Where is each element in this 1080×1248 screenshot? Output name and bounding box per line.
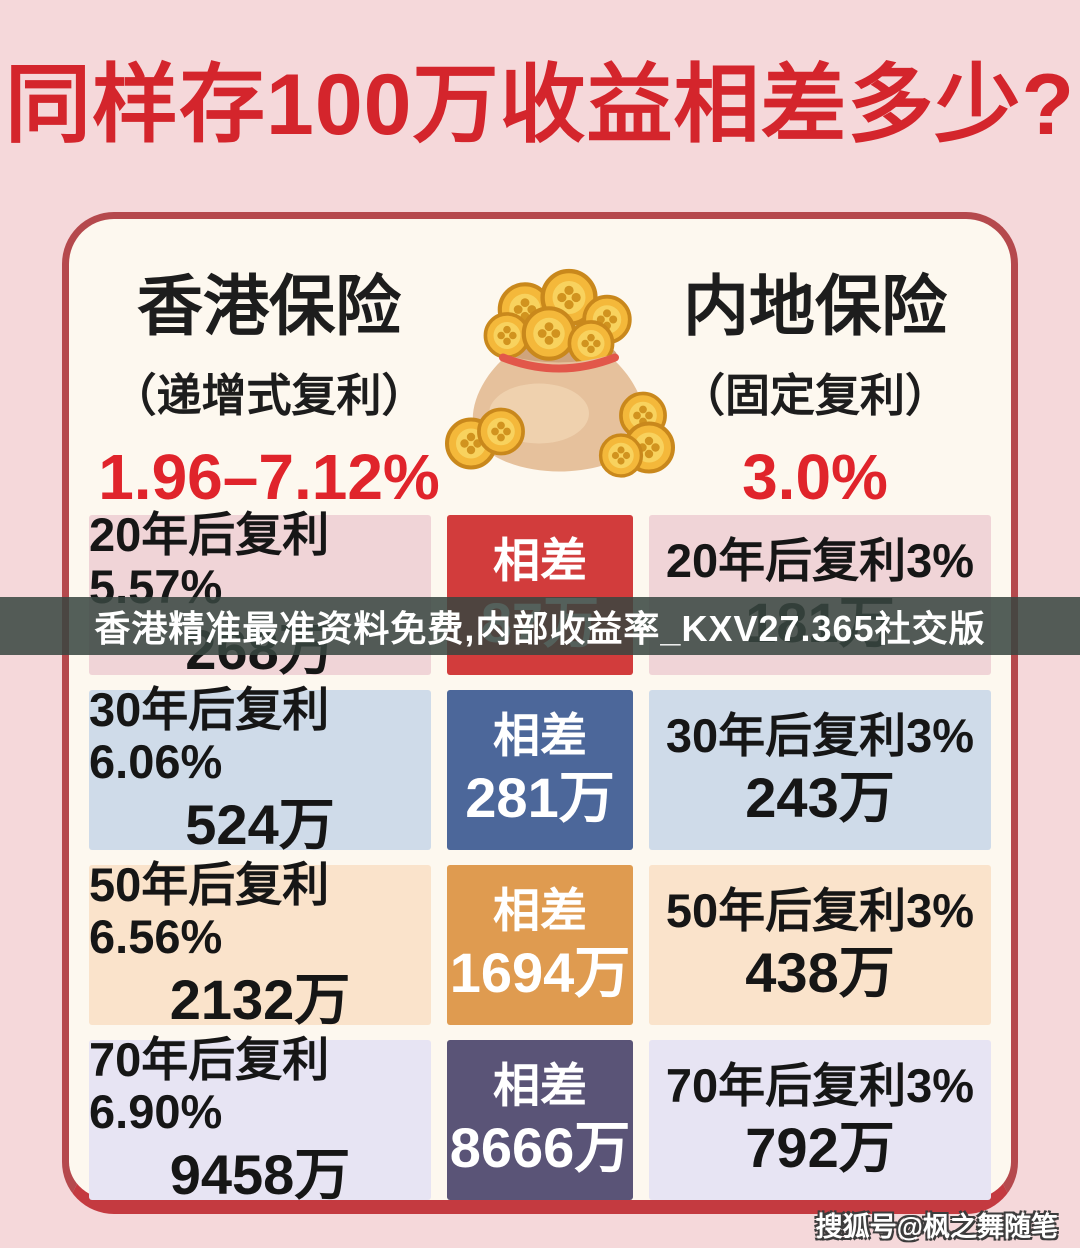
page-title: 同样存100万收益相差多少?: [4, 57, 1076, 153]
mainland-result-value: 792万: [745, 1116, 895, 1180]
difference-value: 281万: [465, 766, 615, 830]
hk-insurance-name: 香港保险: [137, 269, 401, 343]
comparison-card: 香港保险 （递增式复利） 1.96–7.12% 内地保险 （固定复利） 3.0%: [62, 212, 1018, 1214]
overlay-spam-banner-text: 香港精准最准资料免费,内部收益率_KXV27.365社交版: [94, 608, 986, 649]
mainland-insurance-type: （固定复利）: [679, 370, 950, 421]
hk-result-label: 70年后复利6.90%: [89, 1032, 330, 1139]
hk-result-box: 70年后复利6.90% 9458万: [89, 1033, 431, 1205]
difference-box: 相差 1694万: [447, 865, 633, 1025]
comparison-row-70y: 70年后复利6.90% 9458万 相差 8666万 70年后复利3% 792万: [89, 1033, 991, 1205]
hk-insurance-header: 香港保险 （递增式复利） 1.96–7.12%: [79, 253, 459, 514]
difference-box: 相差 281万: [447, 690, 633, 850]
mainland-result-label: 20年后复利3%: [665, 533, 975, 587]
comparison-row-30y: 30年后复利6.06% 524万 相差 281万 30年后复利3% 243万: [89, 683, 991, 855]
mainland-result-box: 30年后复利3% 243万: [649, 690, 991, 850]
watermark: 搜狐号@枫之舞随笔: [815, 1212, 1058, 1242]
hk-result-box: 50年后复利6.56% 2132万: [89, 858, 431, 1030]
overlay-spam-banner: 香港精准最准资料免费,内部收益率_KXV27.365社交版: [0, 597, 1080, 655]
hk-result-value: 2132万: [169, 967, 351, 1031]
hk-result-box: 30年后复利6.06% 524万: [89, 683, 431, 855]
difference-label: 相差: [493, 883, 587, 937]
hk-result-label: 30年后复利6.06%: [89, 682, 330, 789]
hk-result-label: 50年后复利6.56%: [89, 857, 330, 964]
mainland-result-value: 243万: [745, 766, 895, 830]
difference-label: 相差: [493, 533, 587, 587]
difference-value: 8666万: [449, 1116, 631, 1180]
difference-value: 1694万: [449, 941, 631, 1005]
mainland-insurance-name: 内地保险: [683, 269, 947, 343]
mainland-insurance-header: 内地保险 （固定复利） 3.0%: [625, 253, 1005, 514]
mainland-result-label: 30年后复利3%: [665, 708, 975, 762]
mainland-result-box: 50年后复利3% 438万: [649, 865, 991, 1025]
mainland-result-value: 438万: [745, 941, 895, 1005]
difference-label: 相差: [493, 1058, 587, 1112]
difference-label: 相差: [493, 708, 587, 762]
difference-box: 相差 8666万: [447, 1040, 633, 1200]
hk-result-value: 524万: [185, 792, 335, 856]
mainland-result-label: 50年后复利3%: [665, 883, 975, 937]
mainland-insurance-rate: 3.0%: [742, 441, 888, 513]
comparison-row-50y: 50年后复利6.56% 2132万 相差 1694万 50年后复利3% 438万: [89, 858, 991, 1030]
mainland-result-label: 70年后复利3%: [665, 1058, 975, 1112]
hk-result-value: 9458万: [169, 1142, 351, 1206]
hk-insurance-rate: 1.96–7.12%: [98, 441, 440, 513]
hk-insurance-type: （递增式复利）: [111, 370, 427, 421]
money-bag-icon: [445, 255, 675, 478]
mainland-result-box: 70年后复利3% 792万: [649, 1040, 991, 1200]
